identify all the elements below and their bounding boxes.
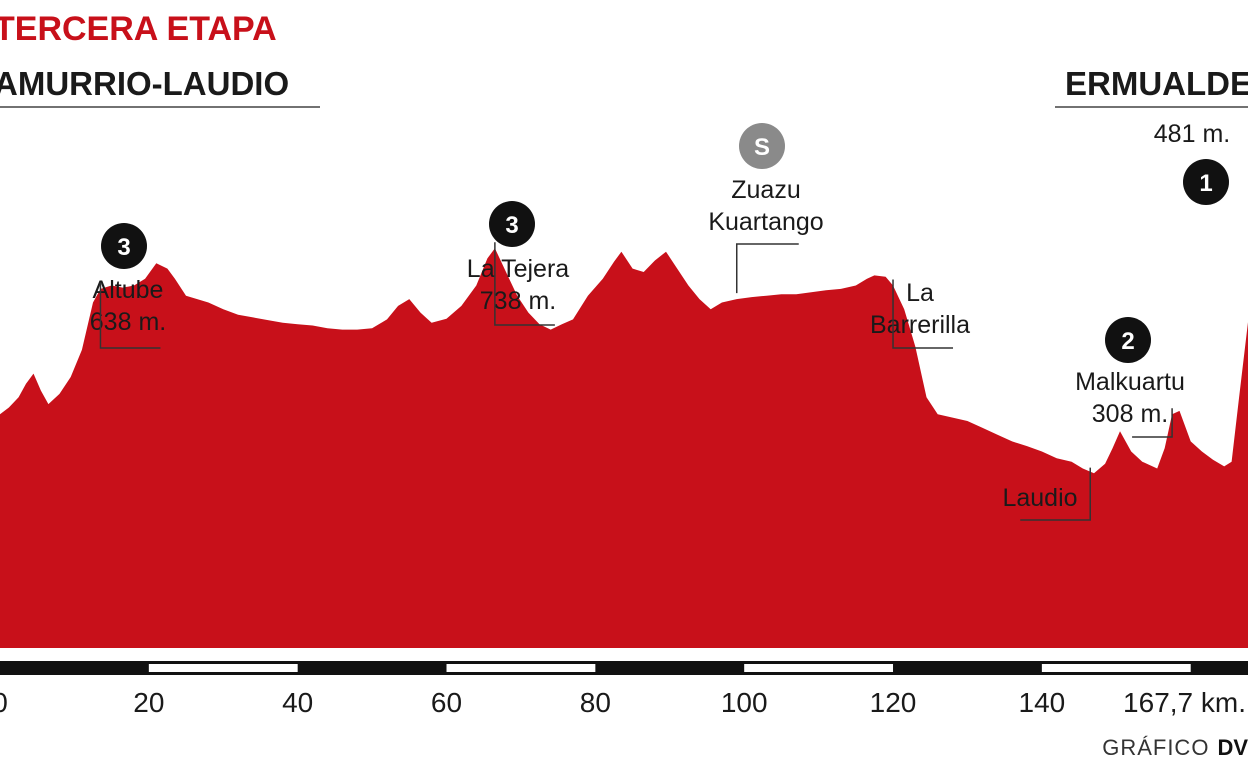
profile-area — [0, 248, 1248, 649]
climb-badge: 3 — [489, 201, 535, 247]
sprint-name: Zuazu — [731, 176, 800, 204]
start-town: AMURRIO-LAUDIO — [0, 65, 289, 102]
climb-leader — [99, 282, 161, 349]
x-tick-label: 40 — [282, 687, 313, 718]
x-tick-label: 60 — [431, 687, 462, 718]
x-tick-label: 20 — [133, 687, 164, 718]
climb-leader — [1132, 408, 1173, 438]
stage-title: TERCERA ETAPA — [0, 10, 277, 48]
x-tick-label: 120 — [870, 687, 917, 718]
sprint-badge-label: S — [754, 134, 770, 161]
x-tick-label: 100 — [721, 687, 768, 718]
waypoint-leader — [1020, 467, 1091, 521]
sprint-name: Kuartango — [708, 208, 823, 236]
distance-bar — [0, 661, 1248, 675]
climb-badge: 1 — [1183, 159, 1229, 205]
climb-badge-label: 3 — [117, 234, 130, 261]
climb-name: Altube — [93, 276, 164, 304]
credit: GRÁFICO DV — [1102, 735, 1248, 760]
climb-badge: 2 — [1105, 317, 1151, 363]
x-tick-label: 140 — [1019, 687, 1066, 718]
distance-bar-segment — [1041, 664, 1191, 672]
climb-leader — [494, 242, 555, 326]
climb-altitude: 738 m. — [480, 287, 556, 315]
climb-badge-label: 3 — [505, 212, 518, 239]
climb-altitude: 308 m. — [1092, 400, 1168, 428]
distance-bar-segment — [744, 664, 894, 672]
climb-name: Malkuartu — [1075, 368, 1185, 396]
climb-badge-circle — [101, 223, 147, 269]
climb-altitude: 638 m. — [90, 308, 166, 336]
waypoint-name: Laudio — [1002, 484, 1077, 512]
finish-town: ERMUALDE — [1065, 65, 1248, 102]
climb-name: La Tejera — [467, 255, 569, 283]
credit-brand: DV — [1217, 735, 1248, 760]
waypoint-name: La — [906, 279, 934, 307]
distance-bar-segment — [446, 664, 596, 672]
credit-prefix: GRÁFICO — [1102, 735, 1209, 760]
sprint-leader — [735, 243, 799, 294]
climb-badge-circle — [489, 201, 535, 247]
waypoint-name: Barrerilla — [870, 311, 970, 339]
climb-badge: 3 — [101, 223, 147, 269]
x-tick-label: 80 — [580, 687, 611, 718]
climb-badge-label: 1 — [1199, 170, 1212, 197]
distance-bar-segment — [148, 664, 298, 672]
x-tick-label-finish: 167,7 km. — [1123, 687, 1246, 718]
climb-badge-circle — [1105, 317, 1151, 363]
sprint-badge-circle — [739, 123, 785, 169]
climb-badge-circle — [1183, 159, 1229, 205]
x-tick-label: 0 — [0, 687, 8, 718]
climb-badge-label: 2 — [1121, 328, 1134, 355]
sprint-badge: S — [739, 123, 785, 169]
waypoint-leader — [892, 279, 954, 349]
climb-altitude: 481 m. — [1154, 120, 1230, 148]
